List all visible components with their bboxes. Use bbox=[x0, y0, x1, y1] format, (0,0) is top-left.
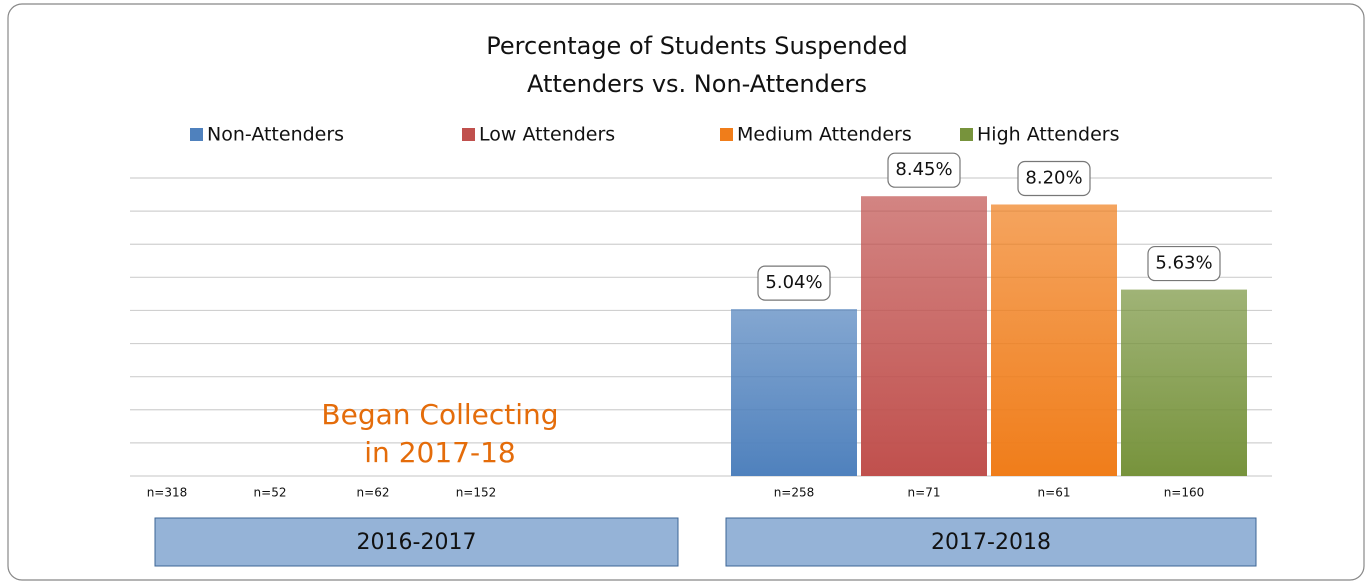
value-label-box bbox=[757, 265, 831, 301]
x-tick-label: 2017-2018 bbox=[931, 530, 1051, 555]
value-label-box bbox=[1147, 245, 1221, 282]
legend-swatch bbox=[462, 128, 475, 141]
legend-label: Medium Attenders bbox=[737, 124, 912, 146]
legend-label: Low Attenders bbox=[479, 124, 615, 146]
n-label: n=258 bbox=[774, 486, 815, 500]
legend-swatch bbox=[720, 128, 733, 141]
value-label: 8.45% bbox=[895, 159, 952, 180]
bar bbox=[731, 309, 857, 476]
n-label: n=318 bbox=[147, 486, 188, 500]
category-box bbox=[725, 517, 1257, 567]
n-label: n=62 bbox=[357, 486, 390, 500]
value-label-box bbox=[1017, 160, 1091, 197]
value-label: 5.04% bbox=[765, 272, 822, 293]
n-label: n=71 bbox=[908, 486, 941, 500]
n-label: n=52 bbox=[254, 486, 287, 500]
value-label: 5.63% bbox=[1155, 253, 1212, 274]
n-label: n=61 bbox=[1038, 486, 1071, 500]
value-label-box bbox=[887, 152, 961, 188]
chart-title: Percentage of Students Suspended bbox=[486, 32, 907, 60]
chart-subtitle: Attenders vs. Non-Attenders bbox=[527, 70, 867, 98]
legend-swatch bbox=[190, 128, 203, 141]
value-label: 8.20% bbox=[1025, 167, 1082, 188]
legend-label: High Attenders bbox=[977, 124, 1119, 146]
n-label: n=152 bbox=[456, 486, 497, 500]
legend-label: Non-Attenders bbox=[207, 124, 344, 146]
category-box bbox=[154, 517, 679, 567]
bar bbox=[991, 204, 1117, 476]
x-tick-label: 2016-2017 bbox=[357, 530, 477, 555]
bar bbox=[861, 196, 987, 476]
bar bbox=[1121, 289, 1247, 476]
legend-swatch bbox=[960, 128, 973, 141]
n-label: n=160 bbox=[1164, 486, 1205, 500]
annotation: Began Collecting in 2017-18 bbox=[321, 398, 559, 469]
